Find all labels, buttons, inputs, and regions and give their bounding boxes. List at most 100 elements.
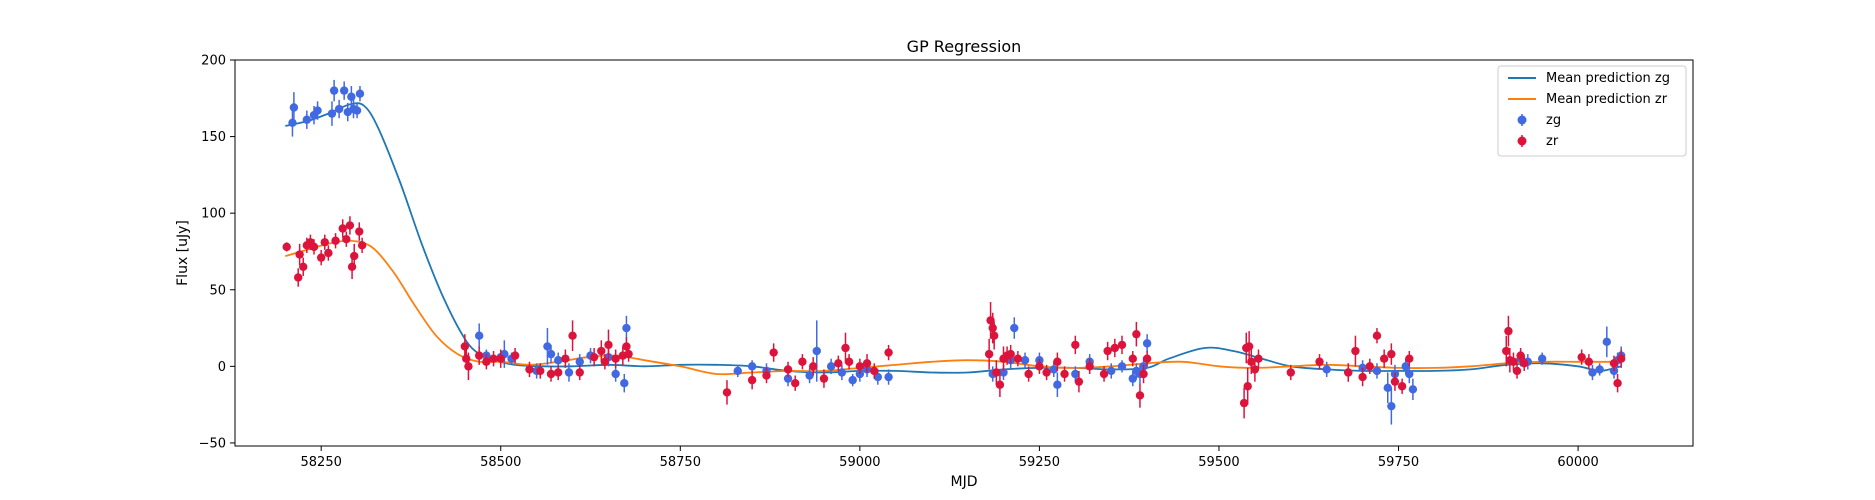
data-point-zr <box>1616 354 1626 363</box>
data-point-zr <box>1132 329 1141 339</box>
data-point-zr <box>597 346 606 356</box>
data-point-zr <box>747 375 757 385</box>
data-point-zr <box>989 331 999 340</box>
data-point-zr <box>844 357 854 366</box>
data-point-zr <box>798 357 807 366</box>
data-point-zr <box>884 348 893 357</box>
data-point-zr <box>510 351 520 360</box>
data-point-zr <box>1142 354 1152 363</box>
data-point-zg <box>334 104 344 114</box>
data-point-zr <box>460 342 470 351</box>
data-point-zr <box>1006 349 1015 359</box>
x-axis-label: MJD <box>951 474 978 490</box>
data-point-zg <box>347 92 356 101</box>
data-point-zr <box>1110 343 1120 353</box>
y-tick-label: 150 <box>201 130 226 145</box>
data-point-zg <box>1408 385 1418 394</box>
data-point-zg <box>302 115 312 124</box>
data-point-zr <box>525 365 534 374</box>
data-point-zg <box>1071 369 1080 379</box>
data-point-zg <box>848 375 857 385</box>
chart-title: GP Regression <box>907 37 1022 56</box>
data-point-zr <box>1315 357 1324 366</box>
data-point-zr <box>855 362 865 371</box>
data-point-zr <box>309 242 319 252</box>
data-point-zg <box>805 371 814 380</box>
data-point-zr <box>1085 362 1094 371</box>
data-point-zr <box>331 236 340 245</box>
data-point-zg <box>543 342 552 351</box>
data-point-zr <box>783 365 793 374</box>
data-point-zg <box>1602 337 1612 347</box>
data-point-zr <box>1365 362 1374 371</box>
data-point-zr <box>819 374 829 383</box>
axes: 58250 58500 58750 59000 59250 59500 59750 60000… <box>199 54 1599 471</box>
data-point-zr <box>474 351 484 360</box>
x-tick-label: 58750 <box>660 455 701 470</box>
data-point-zg <box>873 372 883 382</box>
data-point-zg <box>288 118 297 128</box>
data-point-zg <box>747 362 757 371</box>
data-point-zr <box>984 349 994 359</box>
data-point-zr <box>791 378 800 388</box>
data-point-zg <box>884 372 893 382</box>
data-point-zr <box>1504 326 1513 336</box>
data-point-zr <box>1250 365 1260 374</box>
data-point-zr <box>808 362 818 371</box>
data-point-zr <box>295 250 304 259</box>
x-tick-label: 60000 <box>1557 455 1598 470</box>
data-point-zr <box>841 343 850 353</box>
data-point-zr <box>1516 351 1525 360</box>
data-point-zg <box>329 86 339 95</box>
data-point-zr <box>338 224 347 233</box>
data-point-zr <box>1372 331 1382 340</box>
data-point-zr <box>722 388 732 397</box>
data-point-zg <box>575 357 584 366</box>
data-point-zr <box>1243 382 1252 391</box>
data-point-zr <box>496 354 505 363</box>
data-point-zr <box>568 331 577 340</box>
data-point-zr <box>1244 342 1254 351</box>
y-tick-label: 0 <box>218 360 226 375</box>
data-point-zg <box>826 362 836 371</box>
data-point-zr <box>1139 369 1148 379</box>
data-point-zr <box>1053 357 1062 366</box>
data-point-zr <box>1509 357 1518 366</box>
data-point-zr <box>299 262 308 271</box>
data-point-zr <box>1512 366 1522 376</box>
data-point-zg <box>1322 365 1331 374</box>
data-point-zg <box>474 331 484 340</box>
data-point-zr <box>1071 340 1080 350</box>
data-point-zr <box>282 242 291 252</box>
data-point-zr <box>464 362 473 371</box>
data-point-zg <box>554 356 563 365</box>
data-point-zg <box>1401 362 1410 371</box>
legend-marker-zr <box>1517 136 1527 146</box>
data-point-zg <box>546 349 556 359</box>
data-point-zg <box>1020 356 1030 365</box>
legend-label-mean-zg: Mean prediction zg <box>1546 71 1670 86</box>
data-point-zr <box>536 366 545 376</box>
data-point-zg <box>622 323 631 333</box>
data-point-zg <box>733 366 742 376</box>
x-tick-label: 59750 <box>1378 455 1419 470</box>
data-point-zr <box>1247 357 1256 366</box>
data-point-zr <box>1024 369 1033 379</box>
data-point-zr <box>482 357 491 366</box>
x-tick-label: 58500 <box>480 455 521 470</box>
data-point-zr <box>1520 359 1529 368</box>
data-point-zr <box>350 251 359 261</box>
legend-box <box>1497 65 1687 157</box>
data-point-zg <box>999 368 1008 377</box>
data-point-zr <box>1397 382 1407 391</box>
data-point-zr <box>611 354 620 363</box>
legend: Mean prediction zg Mean prediction zr zg… <box>1497 65 1687 157</box>
data-point-zg <box>1049 365 1058 374</box>
data-point-zr <box>1042 368 1051 377</box>
x-tick-label: 59250 <box>1019 455 1060 470</box>
data-point-zg <box>620 378 629 388</box>
data-point-zg <box>339 86 349 95</box>
data-point-zr <box>355 227 364 236</box>
data-point-zr <box>1358 372 1367 382</box>
y-tick-label: 200 <box>201 54 226 69</box>
